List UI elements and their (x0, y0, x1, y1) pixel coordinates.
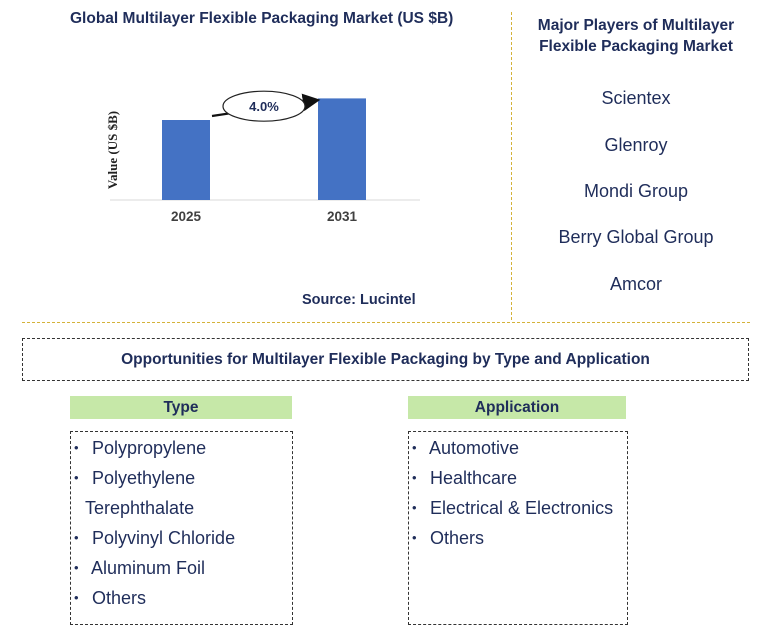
list-item: • Others (409, 523, 627, 553)
player-item: Scientex (601, 88, 671, 108)
bullet-icon: • (74, 560, 79, 575)
list-item: • Aluminum Foil (71, 553, 292, 583)
horizontal-divider (22, 322, 750, 323)
bar-2031 (318, 98, 366, 200)
bullet-icon: • (412, 500, 417, 515)
opportunities-title: Opportunities for Multilayer Flexible Pa… (121, 350, 650, 368)
player-item: Mondi Group (583, 181, 689, 201)
bar-chart: 2025 2031 4.0% (110, 90, 420, 224)
list-item: • Polyethylene (71, 463, 292, 493)
list-item: • Automotive (409, 433, 627, 463)
bullet-icon: • (74, 470, 79, 485)
player-item: Amcor (609, 274, 662, 294)
opportunities-title-box: Opportunities for Multilayer Flexible Pa… (22, 338, 749, 381)
players-title: Major Players of Multilayer Flexible Pac… (537, 17, 735, 55)
chart-title: Global Multilayer Flexible Packaging Mar… (70, 10, 454, 27)
x-tick-label: 2025 (171, 209, 202, 224)
list-item: • Electrical & Electronics (409, 493, 627, 523)
bullet-icon: • (74, 530, 79, 545)
list-item: • Polyvinyl Chloride (71, 523, 292, 553)
cagr-bubble (222, 90, 306, 122)
vertical-divider (511, 12, 512, 320)
type-list: • Polypropylene • Polyethylene Terephtha… (70, 431, 293, 625)
x-tick-label: 2031 (327, 209, 358, 224)
cagr-label: 4.0% (249, 99, 279, 114)
player-item: Berry Global Group (558, 227, 714, 247)
list-item: • Healthcare (409, 463, 627, 493)
application-list: • Automotive • Healthcare • Electrical &… (408, 431, 628, 625)
player-item: Glenroy (604, 135, 668, 155)
bar-2025 (162, 120, 210, 200)
bullet-icon: • (412, 530, 417, 545)
type-header: Type (70, 396, 292, 419)
list-item: • Others (71, 583, 292, 613)
bullet-icon: • (412, 470, 417, 485)
list-item: • Polypropylene (71, 433, 292, 463)
list-item-continuation: Terephthalate (85, 498, 195, 518)
application-header: Application (408, 396, 626, 419)
source-note: Source: Lucintel (302, 292, 416, 308)
bullet-icon: • (74, 590, 79, 605)
bullet-icon: • (74, 440, 79, 455)
bullet-icon: • (412, 440, 417, 455)
